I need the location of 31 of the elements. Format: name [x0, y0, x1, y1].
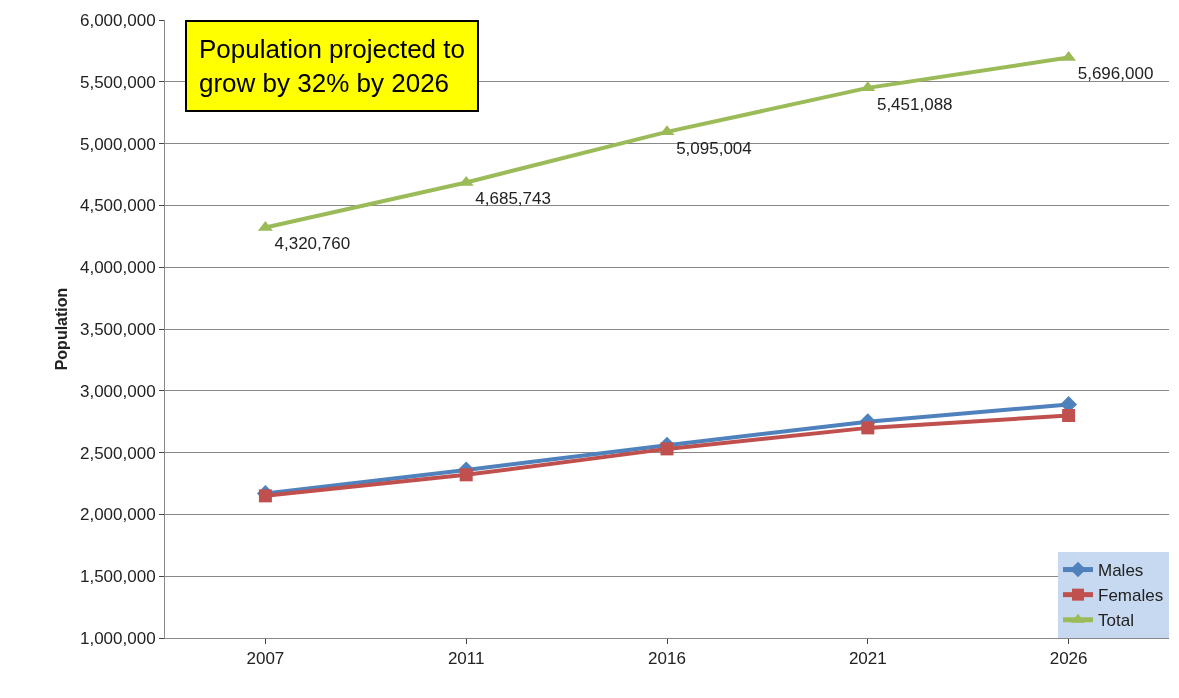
x-tick-label: 2026 [1049, 649, 1088, 669]
y-tick-label: 5,500,000 [79, 72, 156, 92]
point [258, 489, 272, 503]
y-tick-label: 3,500,000 [79, 319, 156, 339]
legend-label: Females [1098, 586, 1164, 606]
data-label: 5,451,088 [876, 94, 953, 114]
legend-label: Total [1098, 611, 1134, 631]
y-tick-label: 1,500,000 [79, 567, 156, 587]
y-tick-label: 6,000,000 [79, 10, 156, 30]
point [459, 468, 473, 482]
point [1062, 409, 1076, 423]
y-tick-label: 2,500,000 [79, 443, 156, 463]
data-label: 5,095,004 [676, 138, 752, 158]
y-tick-label: 3,000,000 [79, 381, 156, 401]
y-tick-label: 5,000,000 [79, 134, 156, 154]
point [861, 421, 875, 435]
data-label: 4,320,760 [274, 234, 351, 254]
annotation: Population projected to grow by 32% by 2026 [199, 34, 465, 98]
y-tick-label: 2,000,000 [79, 505, 156, 525]
x-tick-label: 2007 [246, 649, 285, 669]
y-tick-label: 4,000,000 [79, 258, 156, 278]
point [660, 442, 674, 456]
y-tick-label: 1,000,000 [79, 628, 156, 648]
data-label: 5,696,000 [1077, 64, 1154, 84]
x-tick-label: 2016 [648, 649, 686, 669]
y-tick-label: 4,500,000 [79, 196, 156, 216]
x-tick-label: 2021 [848, 649, 887, 669]
data-label: 4,685,743 [475, 189, 551, 209]
x-tick-label: 2011 [447, 649, 485, 669]
y-axis-title: Population [52, 287, 70, 371]
legend-label: Males [1098, 561, 1144, 581]
